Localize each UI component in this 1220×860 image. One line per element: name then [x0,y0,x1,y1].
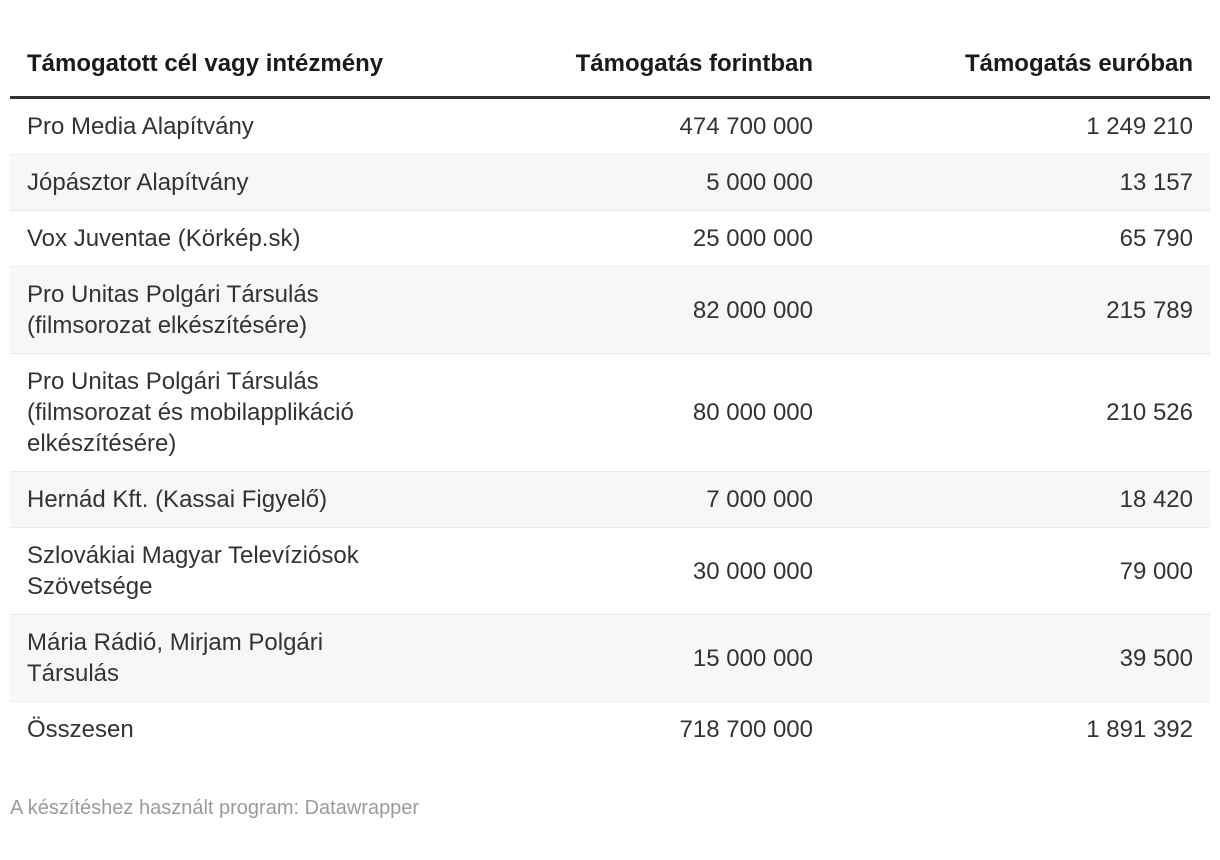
datawrapper-table-container: Támogatott cél vagy intézmény Támogatás … [10,0,1210,821]
forint-value-cell: 718 700 000 [679,716,813,743]
column-header-institution: Támogatott cél vagy intézmény [27,50,384,77]
euro-value-cell: 79 000 [1119,557,1193,585]
table-row: Pro Unitas Polgári Társulás (filmsorozat… [10,353,1210,472]
table-row: Jópásztor Alapítvány 5 000 000 13 157 [10,154,1210,211]
table-row: Szlovákiai Magyar Televíziósok Szövetség… [10,527,1210,615]
euro-value-cell: 13 157 [1119,169,1193,196]
forint-value-cell: 5 000 000 [706,169,813,196]
org-name-cell: Pro Unitas Polgári Társulás (filmsorozat… [27,368,354,457]
euro-value-cell: 65 790 [1119,225,1193,252]
forint-value-cell: 15 000 000 [692,644,813,672]
table-body: Pro Media Alapítvány 474 700 000 1 249 210… [10,97,1210,757]
forint-value-cell: 474 700 000 [679,113,813,140]
euro-value-cell: 18 420 [1119,486,1193,513]
forint-value-cell: 80 000 000 [692,399,813,426]
forint-value-cell: 82 000 000 [692,296,813,324]
forint-value-cell: 25 000 000 [692,225,813,252]
org-name-cell: Vox Juventae (Körkép.sk) [27,225,301,252]
attribution-footer: A készítéshez használt program: Datawrap… [10,797,420,819]
table-row: Pro Media Alapítvány 474 700 000 1 249 210 [10,97,1210,155]
org-name-cell: Jópásztor Alapítvány [27,169,249,196]
euro-value-cell: 1 891 392 [1086,716,1193,743]
table-row: Vox Juventae (Körkép.sk) 25 000 000 65 790 [10,210,1210,267]
euro-value-cell: 210 526 [1106,399,1193,426]
euro-value-cell: 1 249 210 [1086,113,1193,140]
org-name-cell: Összesen [27,716,134,743]
table-row: Mária Rádió, Mirjam Polgári Társulás 15 0… [10,614,1210,702]
table-row: Hernád Kft. (Kassai Figyelő) 7 000 000 18 … [10,471,1210,528]
support-table: Támogatott cél vagy intézmény Támogatás … [10,0,1210,757]
euro-value-cell: 39 500 [1119,644,1193,672]
column-header-forint: Támogatás forintban [575,50,813,77]
column-header-euro: Támogatás euróban [964,50,1193,77]
org-name-cell: Pro Media Alapítvány [27,113,254,140]
org-name-cell: Pro Unitas Polgári Társulás (filmsorozat… [27,281,319,339]
forint-value-cell: 30 000 000 [692,557,813,585]
table-header: Támogatott cél vagy intézmény Támogatás … [10,0,1210,98]
forint-value-cell: 7 000 000 [706,486,813,513]
euro-value-cell: 215 789 [1106,296,1193,324]
table-row: Pro Unitas Polgári Társulás (filmsorozat… [10,266,1210,354]
org-name-cell: Szlovákiai Magyar Televíziósok Szövetség… [27,542,359,600]
table-total-row: Összesen 718 700 000 1 891 392 [10,701,1210,757]
org-name-cell: Hernád Kft. (Kassai Figyelő) [27,486,328,513]
org-name-cell: Mária Rádió, Mirjam Polgári Társulás [27,629,324,687]
